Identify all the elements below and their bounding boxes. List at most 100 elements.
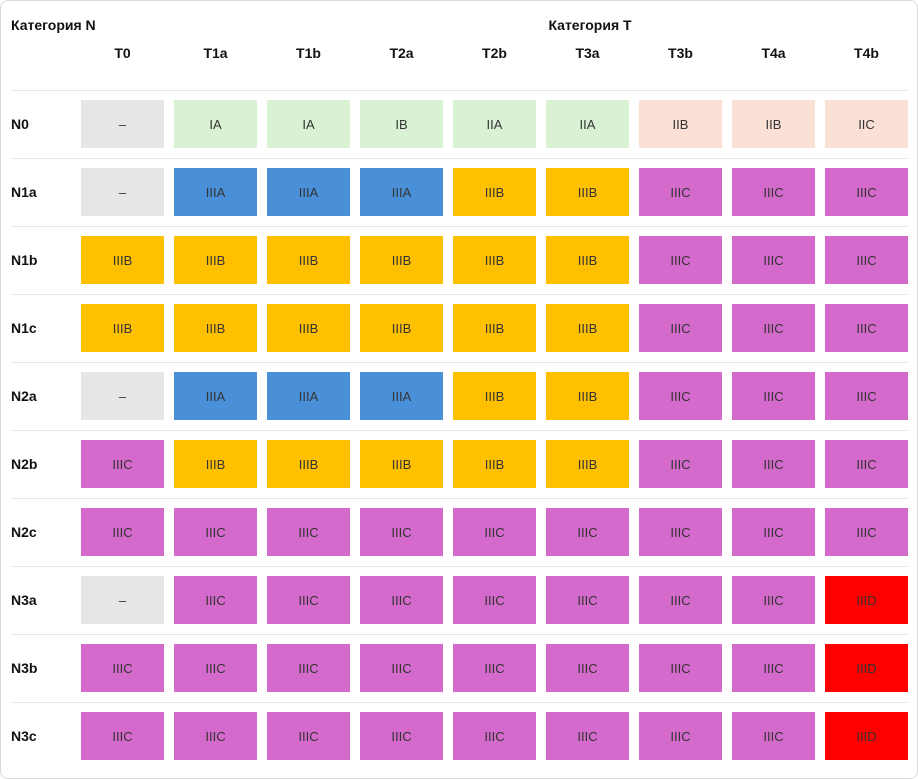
stage-cell: IIIC <box>267 576 350 624</box>
stage-cell: IIIC <box>639 304 722 352</box>
stage-cell: IIIA <box>174 168 257 216</box>
stage-cell: IIIB <box>267 304 350 352</box>
stage-cell: IIIB <box>453 168 536 216</box>
stage-cell: IIIC <box>825 508 908 556</box>
stage-cell: IIIB <box>360 304 443 352</box>
t-column-header-t3b: T3b <box>668 45 693 61</box>
stage-cell: IIIB <box>174 236 257 284</box>
stage-cell: IIID <box>825 644 908 692</box>
row-label-n1b: N1b <box>11 252 38 268</box>
stage-cell: IIIB <box>174 304 257 352</box>
stage-cell: IIIC <box>174 576 257 624</box>
stage-cell: IIIC <box>639 712 722 760</box>
stage-cell: IIIC <box>639 372 722 420</box>
stage-cell: IIID <box>825 576 908 624</box>
t-column-header-t1b: T1b <box>296 45 321 61</box>
n-category-header: Категория N <box>11 17 96 33</box>
row-label-n3b: N3b <box>11 660 38 676</box>
stage-cell: IIIC <box>81 644 164 692</box>
stage-cell: IIIC <box>267 644 350 692</box>
stage-cell: IIIA <box>174 372 257 420</box>
stage-cell: IIIB <box>267 440 350 488</box>
stage-cell: IIIC <box>732 372 815 420</box>
stage-cell: IIIC <box>546 508 629 556</box>
stage-cell: IIIC <box>732 644 815 692</box>
stage-cell: IIIA <box>267 372 350 420</box>
row-label-n3a: N3a <box>11 592 37 608</box>
row-label-n3c: N3c <box>11 728 37 744</box>
row-divider <box>11 362 908 363</box>
row-divider <box>11 702 908 703</box>
row-label-n2b: N2b <box>11 456 38 472</box>
row-divider <box>11 566 908 567</box>
stage-cell: IIIB <box>174 440 257 488</box>
stage-cell: IIIB <box>360 440 443 488</box>
stage-cell: IIIC <box>360 712 443 760</box>
row-label-n1a: N1a <box>11 184 37 200</box>
stage-cell: IIIC <box>546 712 629 760</box>
row-divider <box>11 226 908 227</box>
stage-cell: IIIB <box>453 304 536 352</box>
stage-cell: IIC <box>825 100 908 148</box>
stage-cell: IIIB <box>81 236 164 284</box>
stage-cell: IIIC <box>639 236 722 284</box>
row-divider <box>11 158 908 159</box>
stage-cell: IIIB <box>546 372 629 420</box>
stage-cell: IIIC <box>81 440 164 488</box>
stage-cell: IIIC <box>825 236 908 284</box>
stage-cell: IIIC <box>453 712 536 760</box>
t-column-header-t4b: T4b <box>854 45 879 61</box>
stage-cell: IIIC <box>360 508 443 556</box>
stage-cell: IIA <box>546 100 629 148</box>
stage-cell: IIIC <box>174 508 257 556</box>
stage-cell: IIIC <box>360 644 443 692</box>
stage-cell: IIIA <box>360 372 443 420</box>
stage-cell: – <box>81 576 164 624</box>
stage-cell: IIIB <box>546 168 629 216</box>
stage-cell: IIIB <box>453 236 536 284</box>
stage-cell: IIIA <box>267 168 350 216</box>
stage-cell: IIIC <box>732 304 815 352</box>
stage-cell: IIIC <box>639 644 722 692</box>
stage-cell: IIID <box>825 712 908 760</box>
stage-cell: IA <box>267 100 350 148</box>
row-divider <box>11 498 908 499</box>
stage-cell: IIIC <box>546 576 629 624</box>
t-category-header: Категория T <box>548 17 632 33</box>
stage-cell: IIIB <box>453 440 536 488</box>
stage-cell: IIIC <box>825 372 908 420</box>
stage-cell: IIIC <box>453 644 536 692</box>
stage-cell: IIB <box>732 100 815 148</box>
stage-cell: IIIC <box>639 168 722 216</box>
row-label-n0: N0 <box>11 116 29 132</box>
row-label-n1c: N1c <box>11 320 37 336</box>
stage-cell: IIIB <box>267 236 350 284</box>
row-divider <box>11 294 908 295</box>
stage-cell: IIA <box>453 100 536 148</box>
t-column-header-t2a: T2a <box>389 45 414 61</box>
stage-cell: IIIC <box>546 644 629 692</box>
t-column-header-t3a: T3a <box>575 45 600 61</box>
stage-cell: IIIC <box>732 236 815 284</box>
stage-cell: IIIC <box>825 440 908 488</box>
stage-cell: IIIA <box>360 168 443 216</box>
stage-cell: IIIC <box>81 508 164 556</box>
stage-cell: IIIB <box>81 304 164 352</box>
t-column-header-t2b: T2b <box>482 45 507 61</box>
stage-cell: IIIC <box>639 508 722 556</box>
row-divider <box>11 430 908 431</box>
stage-cell: IIIC <box>732 576 815 624</box>
t-column-header-t1a: T1a <box>203 45 228 61</box>
stage-cell: IIIC <box>825 168 908 216</box>
t-column-header-t0: T0 <box>114 45 131 61</box>
stage-cell: IIIC <box>81 712 164 760</box>
stage-cell: IIIC <box>732 508 815 556</box>
stage-cell: IIIC <box>267 508 350 556</box>
stage-cell: IB <box>360 100 443 148</box>
stage-cell: – <box>81 372 164 420</box>
stage-cell: IA <box>174 100 257 148</box>
stage-cell: IIIC <box>639 576 722 624</box>
stage-cell: IIIC <box>732 712 815 760</box>
stage-cell: – <box>81 168 164 216</box>
